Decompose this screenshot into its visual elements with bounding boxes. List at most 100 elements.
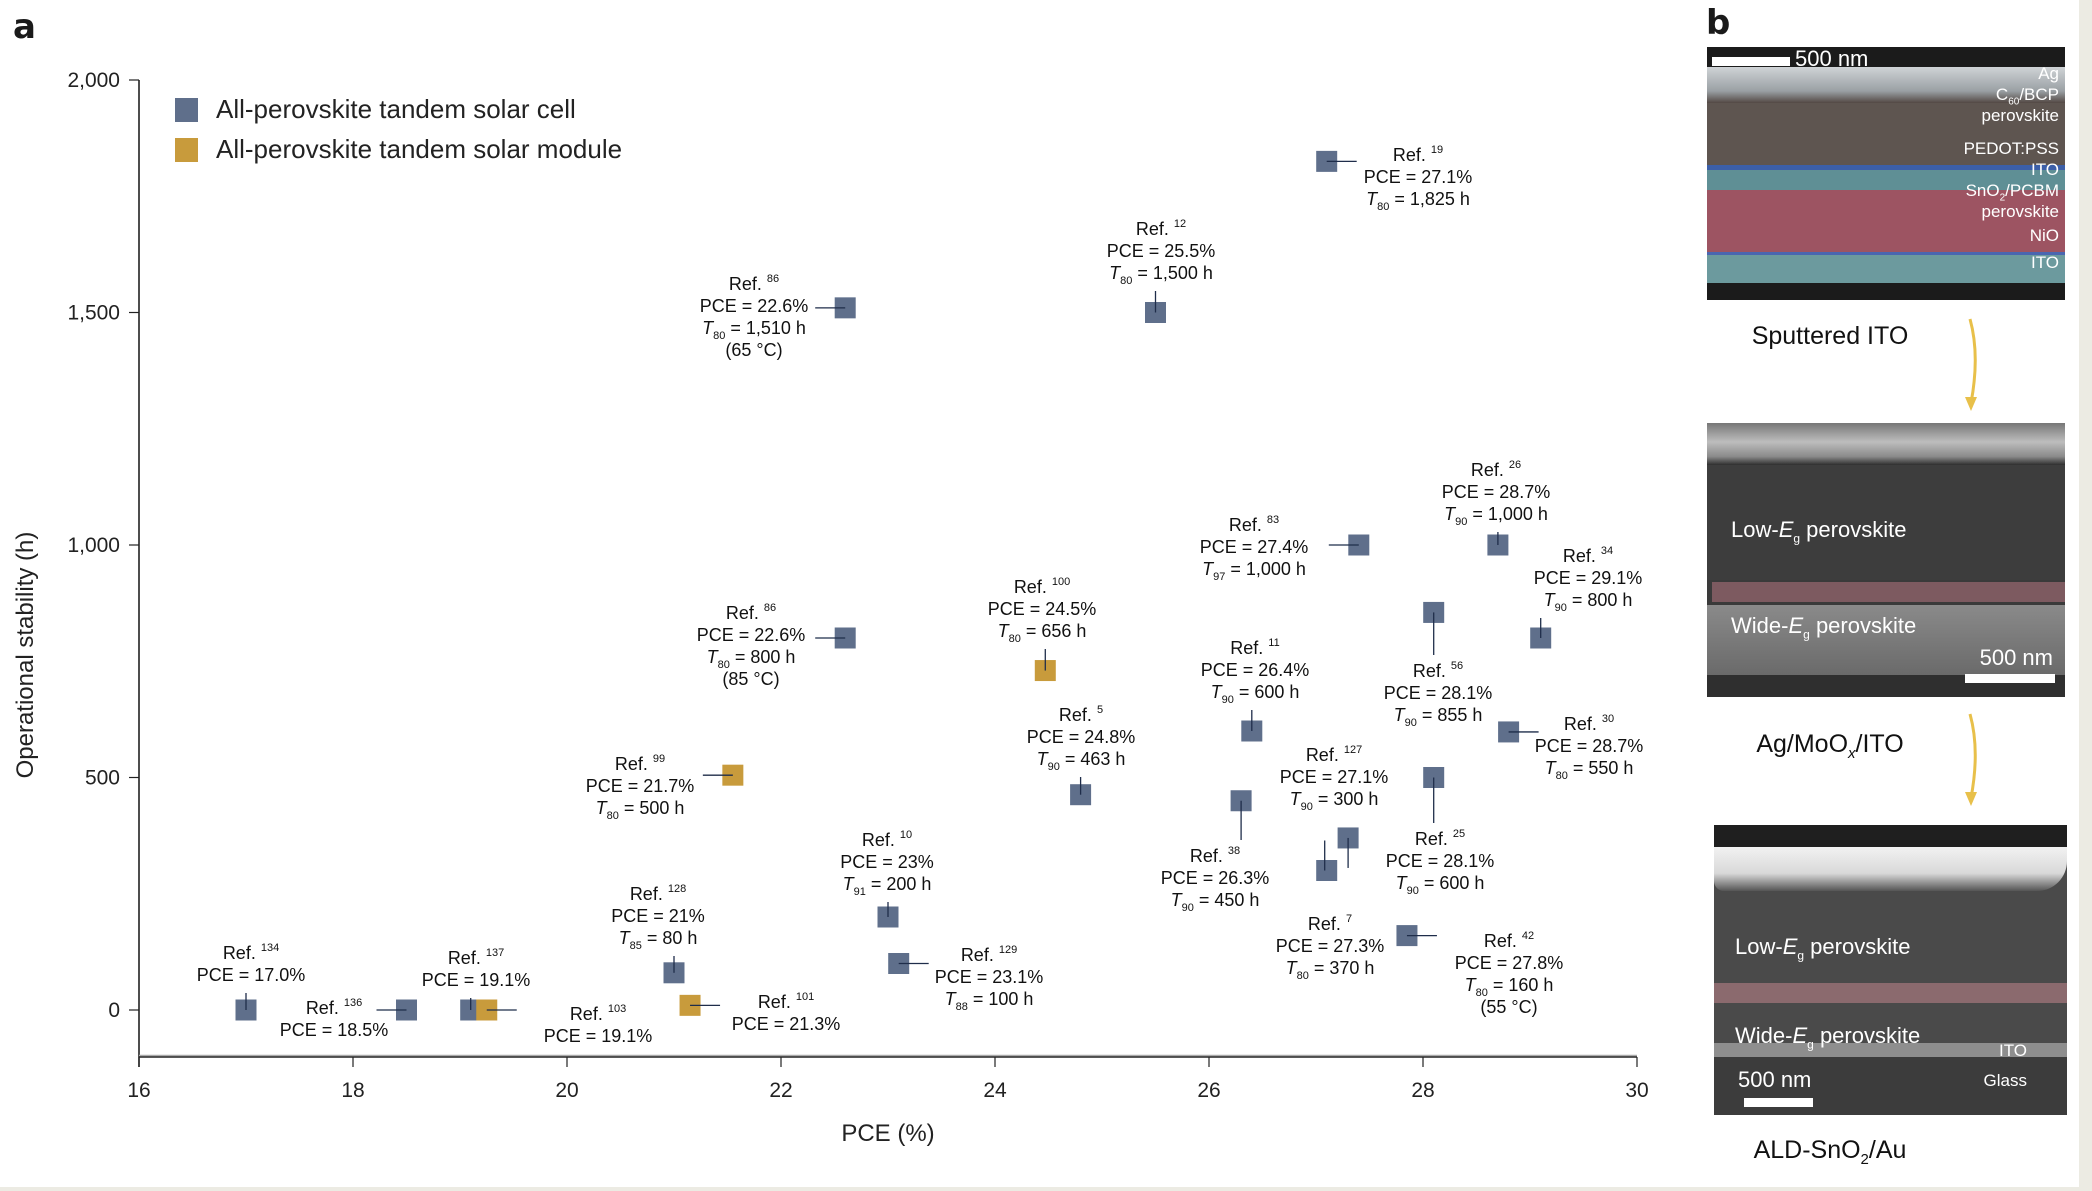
wide-eg-layer: [1707, 605, 2065, 675]
ito-bottom-layer: [1707, 255, 2065, 283]
point-label: Ref. 101: [758, 991, 814, 1012]
point-pce-label: PCE = 27.8%: [1455, 953, 1564, 973]
point-pce-label: PCE = 24.5%: [988, 599, 1097, 619]
cell-marker: [1316, 860, 1338, 881]
point-stability-label: T80 = 1,510 h: [702, 318, 806, 342]
ag-layer: [1707, 67, 2065, 107]
point-stability-label: T90 = 800 h: [1544, 590, 1633, 614]
point-label: Ref. 86: [729, 273, 779, 294]
point-stability-label: T91 = 200 h: [843, 874, 932, 898]
nio-layer: [1707, 252, 2065, 255]
y-tick-label: 0: [108, 999, 120, 1022]
point-label: Ref. 11: [1230, 637, 1279, 658]
recombination-layer: [1714, 983, 2067, 1003]
point-label: Ref. 127: [1306, 744, 1362, 765]
point-stability-label: T97 = 1,000 h: [1202, 559, 1306, 583]
point-pce-label: PCE = 19.1%: [544, 1026, 653, 1046]
layer-label: perovskite: [1981, 202, 2059, 221]
x-tick-label: 22: [769, 1079, 792, 1102]
point-pce-label: PCE = 18.5%: [280, 1020, 389, 1040]
point-pce-label: PCE = 24.8%: [1027, 727, 1136, 747]
perovskite-bottom-layer: [1707, 190, 2065, 252]
point-pce-label: PCE = 23.1%: [935, 967, 1044, 987]
layer-label: Wide-Eg perovskite: [1731, 613, 1917, 642]
point-pce-label: PCE = 26.3%: [1161, 868, 1270, 888]
layer-label: ITO: [1998, 1041, 2027, 1060]
point-condition-label: (65 °C): [725, 340, 782, 360]
y-tick-label: 1,000: [67, 534, 120, 557]
scale-bar: [1712, 57, 1790, 66]
point-stability-label: T90 = 1,000 h: [1444, 504, 1548, 528]
point-stability-label: T90 = 300 h: [1290, 789, 1379, 813]
layer-label: perovskite: [1981, 106, 2059, 125]
point-stability-label: T80 = 800 h: [707, 647, 796, 671]
point-pce-label: PCE = 25.5%: [1107, 241, 1216, 261]
point-stability-label: T80 = 500 h: [596, 798, 685, 822]
point-label: Ref. 100: [1014, 576, 1070, 597]
axes: 16 18 20 22 24 26 28 30 0 500 1,000 1,500 2,000 PCE (…: [12, 69, 1649, 1147]
point-stability-label: T80 = 1,500 h: [1109, 263, 1213, 287]
point-condition-label: (85 °C): [722, 669, 779, 689]
x-tick-label: 28: [1411, 1079, 1434, 1102]
caption-ag-moox-ito: Ag/MoOx/ITO: [1756, 730, 1904, 762]
point-pce-label: PCE = 17.0%: [197, 965, 306, 985]
panel-b-letter: b: [1706, 3, 1731, 43]
caption-sputtered-ito: Sputtered ITO: [1751, 322, 1909, 350]
y-tick-label: 2,000: [67, 69, 120, 92]
layer-label: C60/BCP: [1995, 85, 2059, 108]
point-pce-label: PCE = 27.3%: [1276, 936, 1385, 956]
point-stability-label: T80 = 656 h: [998, 621, 1087, 645]
point-label: Ref. 56: [1413, 660, 1463, 681]
point-label: Ref. 5: [1059, 704, 1103, 725]
point-label: Ref. 128: [630, 883, 686, 904]
point-stability-label: T88 = 100 h: [945, 989, 1034, 1013]
point-pce-label: PCE = 19.1%: [422, 970, 531, 990]
point-stability-label: T85 = 80 h: [619, 928, 698, 952]
panel-a-letter: a: [13, 7, 36, 47]
x-tick-label: 26: [1197, 1079, 1220, 1102]
point-label: Ref. 7: [1308, 913, 1352, 934]
perovskite-top-layer: [1707, 103, 2065, 173]
ito-layer: [1714, 1043, 2067, 1057]
point-label: Ref. 86: [726, 602, 776, 623]
point-stability-label: T90 = 600 h: [1396, 873, 1485, 897]
scale-bar: [1965, 674, 2055, 683]
x-tick-label: 30: [1625, 1079, 1648, 1102]
scale-bar-label: 500 nm: [1738, 1067, 1812, 1092]
x-axis-label: PCE (%): [841, 1120, 934, 1147]
low-eg-layer: [1707, 465, 2065, 580]
sem-image-sputtered-ito: 500 nm Ag C60/BCP perovskite PEDOT:PSS I…: [1707, 47, 2065, 300]
point-stability-label: T80 = 370 h: [1286, 958, 1375, 982]
scatter-chart: 16 18 20 22 24 26 28 30 0 500 1,000 1,500 2,000 PCE (…: [12, 69, 1649, 1147]
point-label: Ref. 137: [448, 947, 504, 968]
x-tick-label: 18: [341, 1079, 364, 1102]
point-pce-label: PCE = 21.7%: [586, 776, 695, 796]
top-electrode-layer: [1707, 423, 2065, 465]
layer-label: ITO: [2030, 160, 2059, 179]
legend: All-perovskite tandem solar cell All-pero…: [175, 94, 622, 164]
point-condition-label: (55 °C): [1480, 997, 1537, 1017]
ito-middle-layer: [1707, 170, 2065, 190]
layer-label: NiO: [2029, 226, 2059, 245]
point-pce-label: PCE = 26.4%: [1201, 660, 1310, 680]
scale-bar-label: 500 nm: [1795, 47, 1869, 71]
point-label: Ref. 30: [1564, 713, 1614, 734]
x-tick-label: 24: [983, 1079, 1007, 1102]
point-pce-label: PCE = 27.1%: [1364, 167, 1473, 187]
point-label: Ref. 26: [1471, 459, 1521, 480]
point-label: Ref. 19: [1393, 144, 1443, 165]
point-label: Ref. 25: [1415, 828, 1465, 849]
